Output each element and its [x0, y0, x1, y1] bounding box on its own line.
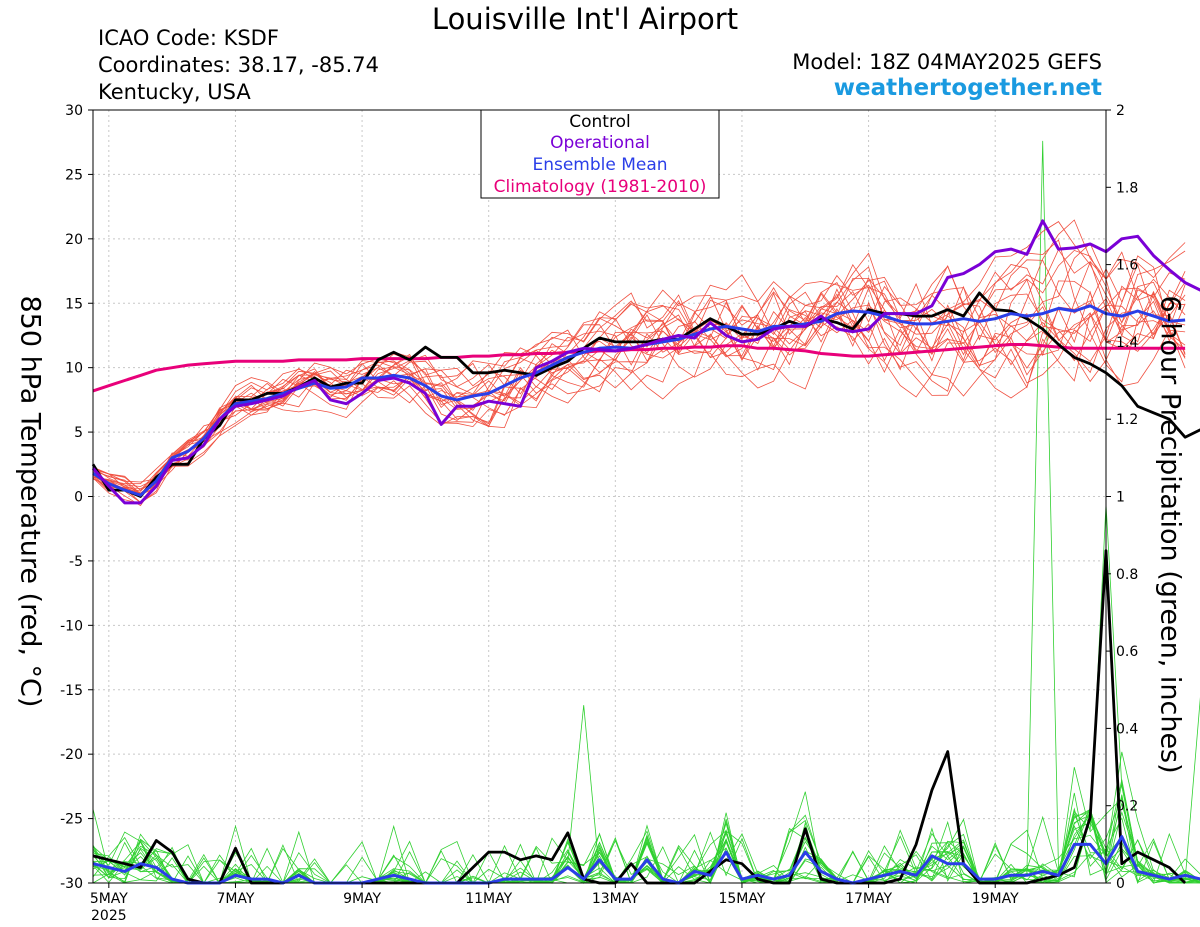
y-tick-label: -15: [60, 683, 83, 699]
ensemble-members: [92, 140, 1200, 885]
control-precipitation-line: [92, 549, 1187, 885]
temperature-member-line: [92, 239, 1186, 497]
y-tick-label: 30: [65, 103, 83, 119]
temperature-member-line: [92, 264, 1186, 497]
x-tick-label: 17MAY: [845, 891, 892, 907]
x-tick-label: 13MAY: [592, 891, 639, 907]
control-temperature-line: [91, 291, 1200, 498]
x-tick-label: 9MAY: [343, 891, 381, 907]
y2-tick-label: 1.2: [1116, 412, 1138, 428]
site-name: weathertogether.net: [833, 75, 1102, 101]
temperature-member-line: [92, 292, 1186, 507]
location: Kentucky, USA: [98, 80, 251, 104]
y-tick-label: -20: [60, 747, 83, 763]
y2-tick-label: 0.8: [1116, 567, 1138, 583]
icao-code: ICAO Code: KSDF: [98, 26, 279, 50]
x-tick-label: 5MAY: [90, 891, 128, 907]
x-tick-label: 19MAY: [972, 891, 1019, 907]
legend-operational: Operational: [550, 133, 650, 153]
y2-tick-label: 1: [1116, 490, 1125, 506]
ensemble-mean-temperature-line: [92, 304, 1186, 497]
temperature-member-line: [92, 255, 1186, 494]
precip-member-line: [92, 751, 1200, 884]
x-tick-label: 7MAY: [216, 891, 254, 907]
y2-tick-label: 1.8: [1116, 180, 1138, 196]
y-tick-label: -5: [69, 554, 83, 570]
x-tick-label: 15MAY: [718, 891, 765, 907]
coordinates: Coordinates: 38.17, -85.74: [98, 53, 379, 77]
y-tick-label: 0: [74, 490, 83, 506]
legend-climatology: Climatology (1981-2010): [494, 177, 707, 197]
precip-member-line: [92, 814, 1200, 884]
operational-temperature-line: [91, 219, 1200, 505]
temperature-member-line: [92, 248, 1186, 503]
y2-tick-label: 1.6: [1116, 258, 1138, 274]
y2-tick-label: 0.2: [1116, 799, 1138, 815]
y2-tick-label: 0.4: [1116, 721, 1138, 737]
temperature-member-line: [92, 242, 1186, 485]
legend-control: Control: [569, 112, 630, 132]
legend-box: [480, 109, 720, 199]
y-tick-label: 5: [74, 425, 83, 441]
temperature-member-line: [92, 292, 1186, 487]
legend-ensemble-mean: Ensemble Mean: [532, 155, 667, 175]
y-tick-label: 20: [65, 232, 83, 248]
y-tick-label: -10: [60, 618, 83, 634]
y2-tick-label: 2: [1116, 103, 1125, 119]
temperature-member-line: [92, 221, 1186, 495]
precip-member-line: [92, 696, 1200, 884]
y2-tick-label: 1.4: [1116, 335, 1138, 351]
y-tick-label: -25: [60, 812, 83, 828]
temperature-member-line: [92, 249, 1186, 496]
y-tick-label: 15: [65, 296, 83, 312]
y-axis-label-right: 6-hour Precipitation (green, inches): [1154, 295, 1186, 774]
y2-tick-label: 0.6: [1116, 644, 1138, 660]
y2-tick-label: 0: [1116, 876, 1125, 892]
temperature-member-line: [92, 271, 1186, 491]
temperature-member-line: [92, 312, 1186, 503]
y-tick-label: 10: [65, 361, 83, 377]
y-axis-label-left: 850 hPa Temperature (red, °C): [14, 295, 46, 708]
chart-title: Louisville Int'l Airport: [431, 2, 739, 36]
x-tick-label: 11MAY: [465, 891, 512, 907]
grid: [93, 110, 1106, 883]
y-tick-label: 25: [65, 167, 83, 183]
x-tick-year-label: 2025: [91, 908, 127, 924]
legend: Control Operational Ensemble Mean Climat…: [480, 109, 720, 199]
axis-ticks: 302520151050-5-10-15-20-25-3021.81.61.41…: [60, 103, 1138, 924]
temperature-member-line: [92, 260, 1186, 489]
precip-member-line: [92, 140, 1200, 884]
model-run: Model: 18Z 04MAY2025 GEFS: [792, 50, 1102, 74]
climatology-temperature-line: [92, 343, 1186, 393]
y-tick-label: -30: [60, 876, 83, 892]
precip-member-line: [92, 812, 1200, 885]
